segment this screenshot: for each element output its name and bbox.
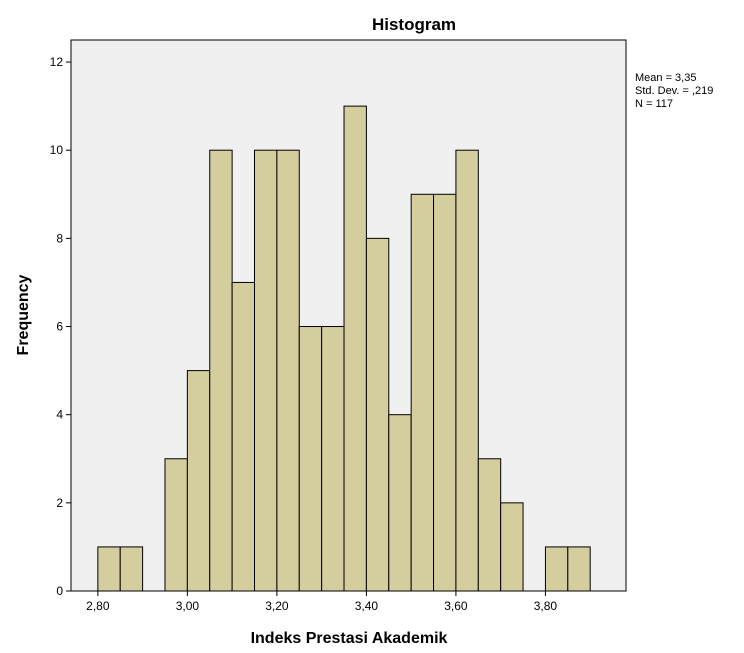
x-tick-label-2: 3,20 [265, 599, 289, 613]
histogram-bar-15 [433, 193, 457, 592]
stat-std-dev: Std. Dev. = ,219 [635, 85, 713, 97]
y-tick-label-3: 6 [56, 320, 63, 334]
histogram-bar-1 [119, 546, 144, 592]
x-tick-label-3: 3,40 [355, 599, 379, 613]
y-tick-label-5: 10 [50, 143, 64, 157]
histogram-bar-10 [321, 326, 345, 592]
y-tick-label-6: 12 [50, 55, 64, 69]
histogram-bar-8 [276, 149, 300, 592]
histogram-bar-13 [388, 414, 412, 592]
x-tick-label-4: 3,60 [444, 599, 468, 613]
chart-title: Histogram [372, 15, 456, 34]
histogram-bar-6 [231, 281, 256, 592]
stat-n: N = 117 [635, 98, 673, 110]
histogram-bar-4 [186, 370, 211, 592]
plot-frame [70, 39, 627, 592]
x-axis-label: Indeks Prestasi Akademik [251, 630, 448, 647]
x-tick-label-0: 2,80 [86, 599, 110, 613]
y-tick-label-2: 4 [56, 408, 63, 422]
histogram-bar-7 [254, 149, 278, 592]
stat-mean: Mean = 3,35 [635, 72, 696, 84]
x-tick-label-5: 3,80 [534, 599, 558, 613]
histogram-bar-12 [365, 237, 390, 592]
y-axis: 0 2 4 6 8 10 12 [50, 55, 71, 598]
y-axis-label: Frequency [15, 274, 32, 355]
histogram-bar-17 [477, 458, 502, 592]
y-tick-label-4: 8 [56, 231, 63, 245]
x-axis: 2,80 3,00 3,20 3,40 3,60 3,80 [86, 591, 557, 613]
histogram-bar-9 [298, 326, 323, 592]
y-tick-label-0: 0 [56, 584, 63, 598]
bars-layer [97, 105, 591, 592]
histogram-bar-21 [567, 546, 591, 592]
x-tick-label-1: 3,00 [176, 599, 200, 613]
histogram-bar-18 [500, 502, 524, 592]
histogram-bar-0 [97, 546, 121, 592]
histogram-bar-16 [455, 149, 479, 592]
histogram-bar-5 [209, 149, 233, 592]
summary-statistics: Mean = 3,35 Std. Dev. = ,219 N = 117 [635, 72, 713, 110]
histogram-bar-3 [164, 458, 188, 592]
histogram-bar-20 [544, 546, 569, 592]
y-tick-label-1: 2 [56, 496, 63, 510]
histogram-bar-11 [343, 105, 367, 592]
histogram-bar-14 [410, 193, 435, 592]
